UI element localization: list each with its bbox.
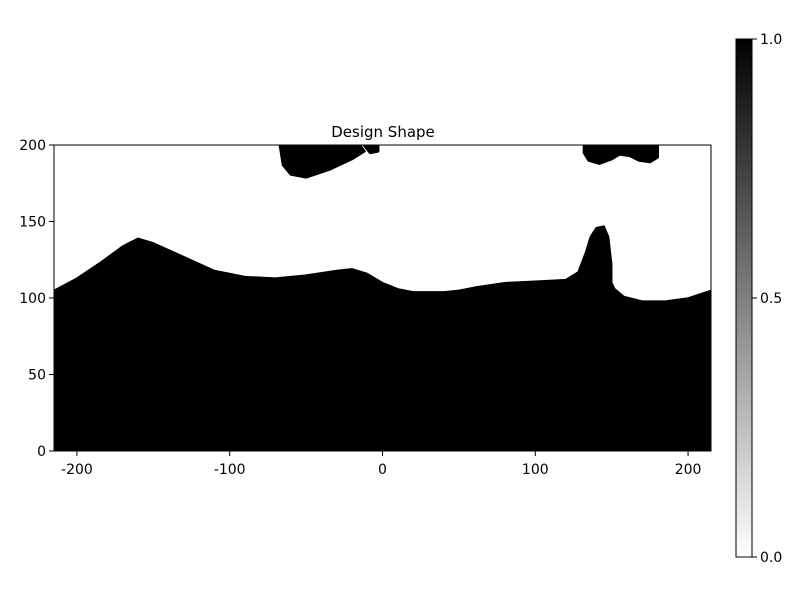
x-tick-label: 200 xyxy=(675,462,702,478)
colorbar: 0.0 0.5 1.0 xyxy=(735,32,782,566)
y-tick-label: 0 xyxy=(37,444,46,460)
colorbar-tick-label: 1.0 xyxy=(760,32,782,48)
chart-title: Design Shape xyxy=(331,123,435,141)
colorbar-tick-label: 0.5 xyxy=(760,291,782,307)
plot-area: -200 -100 0 100 200 0 50 100 150 200 xyxy=(19,138,712,478)
y-tick-label: 50 xyxy=(28,368,46,384)
y-tick-label: 100 xyxy=(19,291,46,307)
y-tick-label: 150 xyxy=(19,215,46,231)
solid-blob-2 xyxy=(362,145,380,155)
design-shape xyxy=(54,145,711,451)
solid-blob-1 xyxy=(278,145,366,179)
x-tick-label: 0 xyxy=(378,462,387,478)
colorbar-gradient xyxy=(735,38,753,558)
x-tick-label: -100 xyxy=(214,462,246,478)
solid-region xyxy=(54,225,711,451)
solid-blob-3 xyxy=(582,145,659,165)
y-tick-label: 200 xyxy=(19,138,46,154)
x-tick-label: 100 xyxy=(522,462,549,478)
colorbar-tick-label: 0.0 xyxy=(760,550,782,566)
x-tick-label: -200 xyxy=(61,462,93,478)
